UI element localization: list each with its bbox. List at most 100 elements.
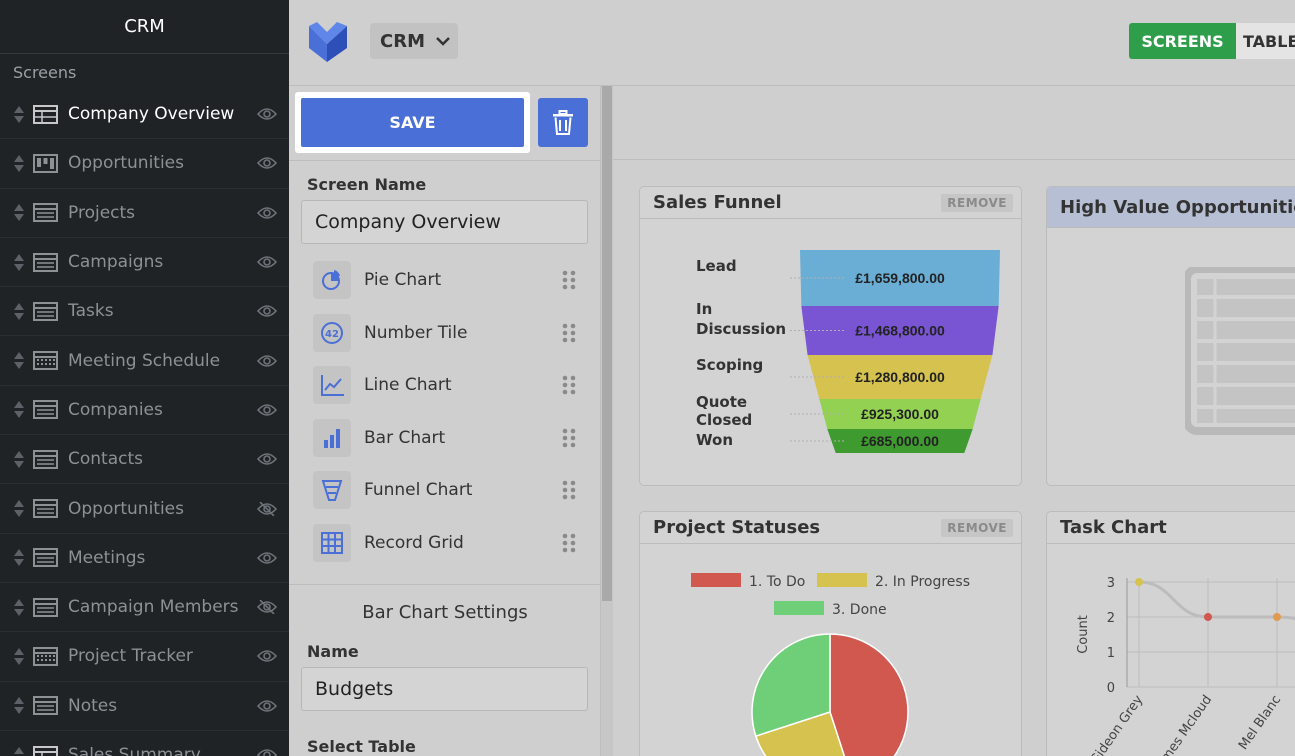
drag-sort-icon[interactable]	[12, 105, 26, 123]
drag-sort-icon[interactable]	[12, 549, 26, 567]
tab-screens[interactable]: SCREENS	[1129, 23, 1236, 59]
sidebar-item[interactable]: Contacts	[0, 435, 289, 485]
card-header: Task Chart	[1047, 512, 1295, 544]
sidebar-item[interactable]: Projects	[0, 189, 289, 238]
sidebar-item[interactable]: Company Overview	[0, 90, 289, 140]
y-tick-label: 1	[1107, 646, 1115, 661]
drag-sort-icon[interactable]	[12, 746, 26, 756]
eye-icon[interactable]	[257, 304, 277, 318]
eye-icon[interactable]	[257, 206, 277, 220]
editor-scrollbar[interactable]	[601, 86, 613, 756]
sidebar-item[interactable]: Campaign Members	[0, 583, 289, 633]
eye-icon[interactable]	[257, 699, 277, 713]
line-point[interactable]	[1135, 578, 1143, 586]
pie-slice[interactable]	[754, 711, 854, 756]
legend-label[interactable]: 1. To Do	[749, 574, 805, 590]
sidebar-item[interactable]: Project Tracker	[0, 632, 289, 682]
app-selector[interactable]: CRM	[370, 23, 458, 59]
funnel-category-label: In Discussion	[696, 300, 786, 338]
drag-sort-icon[interactable]	[12, 598, 26, 616]
pie-slice[interactable]	[829, 633, 909, 756]
drag-sort-icon[interactable]	[12, 302, 26, 320]
sidebar-item-label[interactable]: Projects	[68, 202, 136, 223]
high-value-opportunities-card[interactable]: High Value Opportunities	[1046, 186, 1295, 486]
pie-slice[interactable]	[751, 633, 831, 738]
scrollbar-thumb[interactable]	[602, 86, 612, 601]
project-statuses-card[interactable]: Project Statuses REMOVE 1. To Do 2. In Pr…	[639, 511, 1022, 756]
remove-button[interactable]: REMOVE	[941, 193, 1013, 212]
drag-handle-icon[interactable]	[562, 533, 576, 553]
sidebar-item-label[interactable]: Project Tracker	[68, 646, 193, 667]
drag-handle-icon[interactable]	[562, 270, 576, 290]
legend-label[interactable]: 2. In Progress	[875, 574, 970, 590]
eye-off-icon[interactable]	[257, 501, 277, 516]
task-chart-card[interactable]: Task Chart Count 0 1 2 3 Gideon Grey James Mcl…	[1046, 511, 1295, 756]
screen-name-input[interactable]: Company Overview	[301, 200, 588, 244]
sidebar-item-label[interactable]: Campaign Members	[68, 597, 239, 618]
drag-handle-icon[interactable]	[562, 428, 576, 448]
sidebar-item[interactable]: Opportunities	[0, 484, 289, 534]
component-item[interactable]: Line Chart	[301, 359, 588, 411]
sidebar-item-label[interactable]: Opportunities	[68, 153, 184, 174]
drag-handle-icon[interactable]	[562, 480, 576, 500]
sidebar-item[interactable]: Campaigns	[0, 238, 289, 288]
app-logo[interactable]	[305, 18, 351, 64]
x-tick-label: Gideon Grey	[1087, 692, 1146, 756]
drag-sort-icon[interactable]	[12, 352, 26, 370]
sidebar-item[interactable]: Notes	[0, 682, 289, 731]
drag-sort-icon[interactable]	[12, 401, 26, 419]
kanban-icon	[33, 153, 58, 173]
remove-button[interactable]: REMOVE	[941, 518, 1013, 537]
list-icon	[33, 597, 58, 617]
sidebar-item-label[interactable]: Meeting Schedule	[68, 350, 221, 371]
sidebar-item-label[interactable]: Meetings	[68, 547, 146, 568]
legend-label[interactable]: 3. Done	[832, 602, 887, 618]
drag-sort-icon[interactable]	[12, 253, 26, 271]
delete-screen-button[interactable]	[538, 98, 588, 147]
drag-sort-icon[interactable]	[12, 500, 26, 518]
sidebar-item-label[interactable]: Campaigns	[68, 252, 164, 273]
sidebar-item[interactable]: Tasks	[0, 287, 289, 337]
component-icon-box	[313, 471, 351, 509]
sidebar-item-label[interactable]: Notes	[68, 695, 118, 716]
drag-sort-icon[interactable]	[12, 204, 26, 222]
eye-icon[interactable]	[257, 107, 277, 121]
eye-off-icon[interactable]	[257, 600, 277, 615]
sidebar-item[interactable]: Sales Summary	[0, 731, 289, 756]
chart-name-input[interactable]: Budgets	[301, 667, 588, 711]
sidebar-item-label[interactable]: Tasks	[68, 301, 114, 322]
drag-handle-icon[interactable]	[562, 323, 576, 343]
eye-icon[interactable]	[257, 748, 277, 756]
eye-icon[interactable]	[257, 255, 277, 269]
eye-icon[interactable]	[257, 649, 277, 663]
eye-icon[interactable]	[257, 403, 277, 417]
sidebar-item[interactable]: Opportunities	[0, 139, 289, 189]
sidebar-item-label[interactable]: Company Overview	[68, 104, 235, 125]
eye-icon[interactable]	[257, 551, 277, 565]
sidebar-item-label[interactable]: Opportunities	[68, 498, 184, 519]
drag-sort-icon[interactable]	[12, 697, 26, 715]
drag-sort-icon[interactable]	[12, 647, 26, 665]
sidebar-item[interactable]: Meeting Schedule	[0, 336, 289, 386]
sidebar-item-label[interactable]: Contacts	[68, 449, 143, 470]
component-item[interactable]: 42 Number Tile	[301, 307, 588, 359]
sidebar-item[interactable]: Meetings	[0, 534, 289, 583]
eye-icon[interactable]	[257, 452, 277, 466]
line-point[interactable]	[1204, 613, 1212, 621]
line-point[interactable]	[1273, 613, 1281, 621]
eye-icon[interactable]	[257, 156, 277, 170]
sidebar-item[interactable]: Companies	[0, 386, 289, 436]
drag-sort-icon[interactable]	[12, 154, 26, 172]
drag-handle-icon[interactable]	[562, 375, 576, 395]
sidebar-item-label[interactable]: Companies	[68, 399, 163, 420]
sidebar-item-label[interactable]: Sales Summary	[68, 745, 201, 756]
save-button[interactable]: SAVE	[301, 98, 524, 147]
drag-sort-icon[interactable]	[12, 450, 26, 468]
component-item[interactable]: Bar Chart	[301, 412, 588, 464]
sales-funnel-card[interactable]: Sales Funnel REMOVE £1,659,800.00 £1,468,…	[639, 186, 1022, 486]
component-item[interactable]: Funnel Chart	[301, 464, 588, 516]
eye-icon[interactable]	[257, 354, 277, 368]
component-item[interactable]: Record Grid	[301, 517, 588, 569]
component-item[interactable]: Pie Chart	[301, 254, 588, 306]
